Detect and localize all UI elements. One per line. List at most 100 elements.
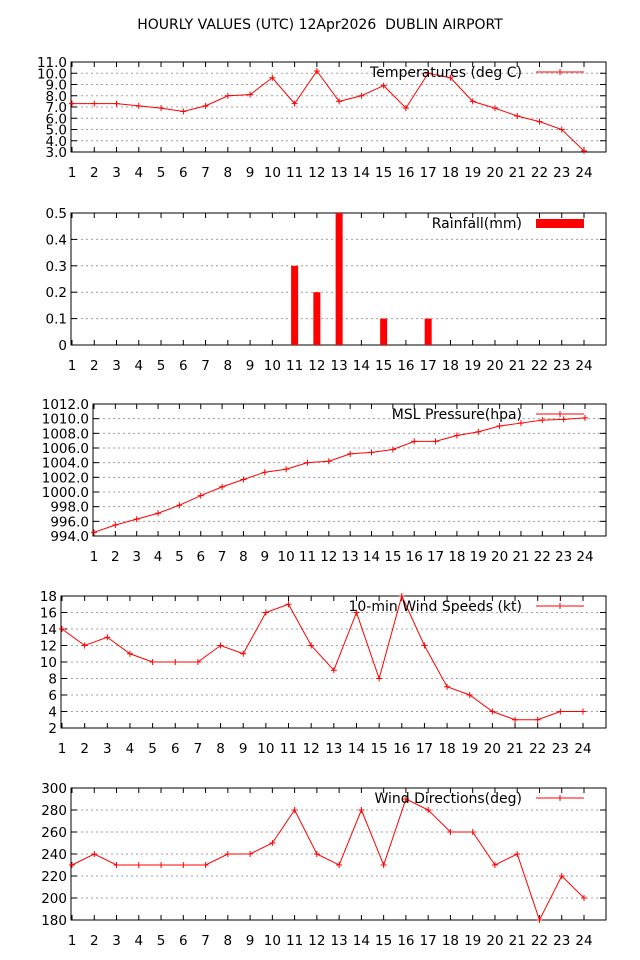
data-point <box>380 862 387 868</box>
data-point <box>453 432 460 439</box>
data-point <box>353 609 360 616</box>
x-tick-label: 14 <box>353 165 370 181</box>
x-tick-label: 4 <box>126 741 135 757</box>
y-tick-label: 0.5 <box>46 206 67 222</box>
x-tick-label: 24 <box>575 165 592 181</box>
x-tick-label: 11 <box>299 549 316 565</box>
x-tick-label: 14 <box>353 933 370 949</box>
y-tick-label: 1004.0 <box>42 456 89 472</box>
x-tick-label: 19 <box>464 165 481 181</box>
x-tick-label: 12 <box>308 165 325 181</box>
x-tick-label: 14 <box>363 549 380 565</box>
data-point <box>539 417 546 424</box>
x-tick-label: 15 <box>384 549 401 565</box>
x-tick-label: 18 <box>442 358 459 374</box>
x-tick-label: 20 <box>484 741 501 757</box>
data-point <box>176 502 183 509</box>
x-tick-label: 18 <box>442 933 459 949</box>
x-tick-label: 2 <box>90 358 99 374</box>
x-tick-label: 15 <box>371 741 388 757</box>
x-tick-label: 2 <box>111 549 120 565</box>
x-tick-label: 5 <box>157 358 166 374</box>
x-tick-label: 11 <box>286 933 303 949</box>
y-tick-label: 994.0 <box>50 529 89 545</box>
y-tick-label: 1008.0 <box>42 426 89 442</box>
x-tick-label: 22 <box>534 549 551 565</box>
x-tick-label: 10 <box>264 358 281 374</box>
x-tick-label: 16 <box>397 165 414 181</box>
data-point <box>113 862 120 868</box>
x-tick-label: 6 <box>171 741 180 757</box>
x-tick-label: 9 <box>246 358 255 374</box>
legend-marker <box>557 69 563 75</box>
y-tick-label: 0.3 <box>46 259 67 275</box>
y-tick-label: 11.0 <box>37 55 67 71</box>
pressure-chart: 994.0996.0998.01000.01002.01004.01006.01… <box>42 397 607 565</box>
x-tick-label: 17 <box>427 549 444 565</box>
x-tick-label: 6 <box>179 933 188 949</box>
rainfall-bar <box>424 318 432 345</box>
data-point <box>336 862 343 868</box>
data-point <box>172 659 179 665</box>
x-tick-label: 1 <box>68 165 77 181</box>
data-point <box>91 851 98 857</box>
x-tick-label: 10 <box>264 165 281 181</box>
x-tick-label: 20 <box>491 549 508 565</box>
x-tick-label: 19 <box>470 549 487 565</box>
data-point <box>358 807 365 813</box>
legend-label: Temperatures (deg C) <box>369 65 522 81</box>
x-tick-label: 4 <box>134 165 143 181</box>
data-point <box>475 428 482 435</box>
data-point <box>325 458 332 465</box>
data-point <box>402 105 409 112</box>
x-tick-label: 22 <box>529 741 546 757</box>
data-point <box>368 449 375 456</box>
data-point <box>336 98 343 105</box>
data-point <box>91 529 97 536</box>
x-tick-label: 19 <box>464 358 481 374</box>
y-tick-label: 9.0 <box>46 78 67 94</box>
x-tick-label: 9 <box>260 549 269 565</box>
data-point <box>247 91 254 98</box>
y-tick-label: 14 <box>40 622 57 638</box>
legend-label: Wind Directions(deg) <box>375 791 523 807</box>
data-point <box>489 708 496 715</box>
data-point <box>582 414 588 421</box>
x-tick-label: 11 <box>286 358 303 374</box>
data-point <box>491 862 498 868</box>
x-tick-label: 12 <box>308 358 325 374</box>
y-tick-label: 1000.0 <box>42 485 89 501</box>
data-point <box>59 626 65 632</box>
data-point <box>421 642 428 649</box>
x-tick-label: 4 <box>154 549 163 565</box>
x-tick-label: 5 <box>157 165 166 181</box>
y-tick-label: 0.4 <box>46 232 67 248</box>
y-tick-label: 180 <box>41 913 67 929</box>
data-point <box>285 601 292 608</box>
data-point <box>126 650 133 657</box>
data-point <box>262 609 269 616</box>
data-point <box>558 126 565 133</box>
y-tick-label: 8 <box>48 672 57 688</box>
data-point <box>558 873 565 879</box>
plot-frame <box>70 61 607 153</box>
y-tick-label: 12 <box>40 639 57 655</box>
x-tick-label: 3 <box>103 741 112 757</box>
data-point <box>69 100 75 107</box>
x-tick-label: 11 <box>286 165 303 181</box>
data-point <box>202 102 209 109</box>
x-tick-label: 23 <box>552 741 569 757</box>
data-point <box>514 113 521 119</box>
x-tick-label: 1 <box>68 358 77 374</box>
x-tick-label: 7 <box>201 358 210 374</box>
data-point <box>581 147 587 154</box>
y-tick-label: 998.0 <box>50 500 89 516</box>
y-tick-label: 8.0 <box>46 89 67 105</box>
y-tick-label: 240 <box>41 847 67 863</box>
data-point <box>432 438 439 445</box>
x-tick-label: 21 <box>509 165 526 181</box>
data-point <box>133 516 140 523</box>
x-tick-label: 7 <box>201 933 210 949</box>
data-point <box>517 420 524 427</box>
